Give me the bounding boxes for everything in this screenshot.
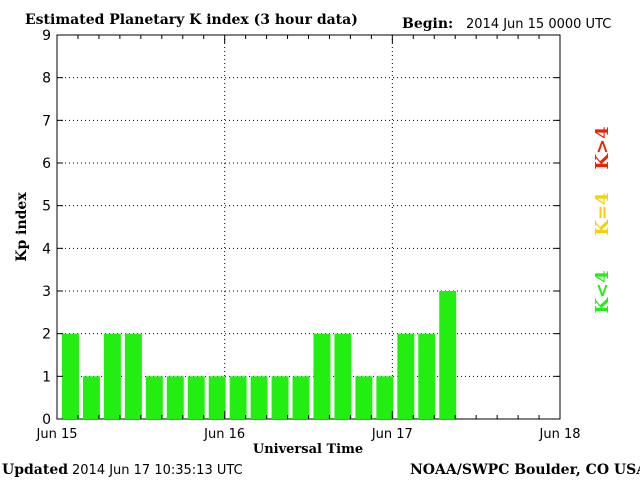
bar-10 [271,376,289,419]
updated-value: 2014 Jun 17 10:35:13 UTC [72,463,243,478]
legend-low: K<4 [592,270,613,313]
bar-2 [103,333,121,419]
bar-17 [418,333,436,419]
y-tick-label-2: 2 [42,327,51,343]
y-tick-label-1: 1 [42,369,51,385]
y-axis-label: Kp index [14,192,30,262]
y-tick-label-4: 4 [42,241,51,257]
bar-16 [397,333,415,419]
x-tick-label-3: Jun 18 [539,427,581,442]
x-tick-label-2: Jun 17 [371,427,413,442]
y-axis-ticks: 0 1 2 3 4 5 6 7 8 9 [42,28,560,428]
bar-15 [376,376,394,419]
bar-13 [334,333,352,419]
x-tick-label-1: Jun 16 [203,427,245,442]
bar-9 [250,376,268,419]
source-credit: NOAA/SWPC Boulder, CO USA [410,462,640,478]
grid-lines [57,35,560,419]
y-tick-label-8: 8 [42,71,51,87]
updated-label: Updated [2,462,68,478]
begin-value: 2014 Jun 15 0000 UTC [466,17,611,32]
bar-1 [82,376,100,419]
y-tick-label-0: 0 [42,412,51,428]
bars [62,291,457,419]
bar-8 [229,376,247,419]
x-axis-ticks: Jun 15 Jun 16 Jun 17 Jun 18 [36,35,581,442]
y-tick-label-3: 3 [42,284,51,300]
x-tick-label-0: Jun 15 [36,427,78,442]
bar-4 [145,376,163,419]
y-tick-label-9: 9 [42,28,51,44]
bar-6 [187,376,205,419]
y-tick-label-6: 6 [42,156,51,172]
bar-5 [166,376,184,419]
bar-0 [62,333,79,419]
legend-equal: K=4 [592,192,613,235]
bar-18 [439,291,457,419]
bar-3 [124,333,142,419]
legend-high: K>4 [592,126,613,169]
bar-11 [292,376,310,419]
chart-title: Estimated Planetary K index (3 hour data… [25,12,358,28]
begin-label: Begin: [402,16,453,32]
y-tick-label-5: 5 [42,199,51,215]
bar-14 [355,376,373,419]
bar-7 [208,376,226,419]
x-axis-label: Universal Time [253,442,363,457]
y-tick-label-7: 7 [42,113,51,129]
bar-12 [313,333,331,419]
